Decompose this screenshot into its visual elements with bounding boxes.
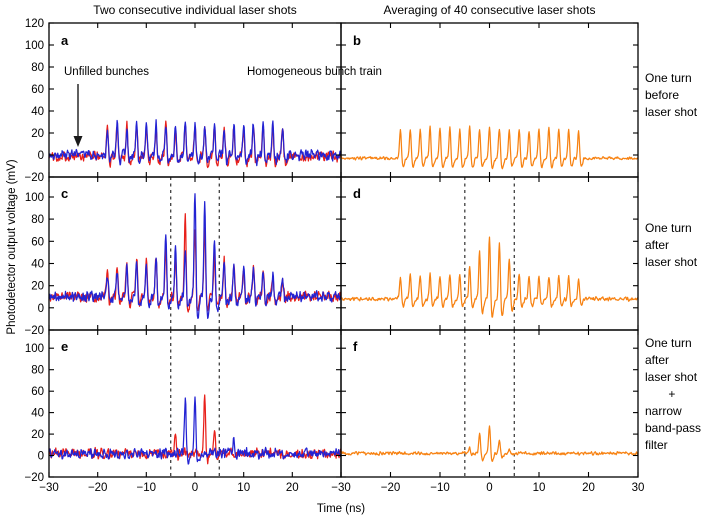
y-tick-label: 40 bbox=[31, 106, 44, 118]
x-tick-label: −20 bbox=[88, 482, 108, 494]
y-tick-label: 60 bbox=[31, 84, 44, 96]
column-title-right: Averaging of 40 consecutive laser shots bbox=[383, 3, 596, 17]
row-label-one-turn-before: One turn before laser shot bbox=[645, 71, 698, 119]
y-tick-label: 0 bbox=[38, 451, 44, 463]
x-tick-label: 20 bbox=[286, 482, 299, 494]
panel-d bbox=[340, 176, 639, 331]
y-tick-label: −20 bbox=[24, 172, 44, 184]
panel-letter-e: e bbox=[61, 339, 69, 354]
arrow-head bbox=[73, 136, 83, 147]
y-tick-label: 80 bbox=[31, 62, 44, 74]
panel-letter-c: c bbox=[61, 186, 69, 201]
y-tick-label: 100 bbox=[25, 192, 44, 204]
y-axis-label: Photodetector output voltage (mV) bbox=[6, 159, 18, 335]
panel-letter-d: d bbox=[353, 186, 361, 201]
x-tick-label: −10 bbox=[137, 482, 157, 494]
y-tick-label: 40 bbox=[31, 259, 44, 271]
y-tick-label: −20 bbox=[24, 472, 44, 484]
panel-letter-b: b bbox=[353, 33, 361, 48]
column-title-left: Two consecutive individual laser shots bbox=[93, 3, 297, 17]
x-tick-label: 30 bbox=[632, 482, 645, 494]
trace-average-of-40-shots bbox=[340, 236, 639, 318]
x-tick-label: −10 bbox=[430, 482, 450, 494]
x-tick-label: −20 bbox=[381, 482, 401, 494]
y-tick-label: 20 bbox=[31, 281, 44, 293]
x-tick-label: 0 bbox=[192, 482, 198, 494]
trace-laser-shot-2 bbox=[48, 396, 342, 465]
trace-laser-shot-2 bbox=[48, 119, 342, 167]
y-tick-label: 100 bbox=[25, 40, 44, 52]
panel-b bbox=[340, 22, 639, 178]
trace-average-of-40-shots bbox=[340, 425, 639, 462]
panel-border bbox=[340, 22, 639, 178]
panel-f: −30 −20 −10 0 10 20 30 bbox=[331, 329, 645, 494]
annotation-unfilled-bunches: Unfilled bunches bbox=[64, 66, 150, 78]
annotation-homogeneous-bunch-train: Homogeneous bunch train bbox=[247, 66, 382, 78]
trace-average-of-40-shots bbox=[340, 125, 639, 170]
y-tick-label: −20 bbox=[24, 325, 44, 337]
row-label-one-turn-after-filter: One turn after laser shot + narrow band-… bbox=[645, 336, 702, 452]
x-tick-label: 10 bbox=[237, 482, 250, 494]
y-tick-label: 80 bbox=[31, 214, 44, 226]
y-tick-label: 20 bbox=[31, 128, 44, 140]
x-tick-label: 10 bbox=[533, 482, 546, 494]
y-tick-label: 0 bbox=[38, 303, 44, 315]
x-tick-label: −30 bbox=[39, 482, 59, 494]
y-tick-label: 120 bbox=[25, 18, 44, 30]
y-tick-label: 60 bbox=[31, 236, 44, 248]
y-tick-label: 100 bbox=[25, 343, 44, 355]
panel-letter-a: a bbox=[61, 33, 69, 48]
panel-a: −20 0 20 40 60 80 100 120 bbox=[24, 18, 342, 184]
y-tick-label: 40 bbox=[31, 408, 44, 420]
panel-letter-f: f bbox=[353, 339, 358, 354]
x-tick-label: −30 bbox=[331, 482, 351, 494]
x-tick-label: 20 bbox=[582, 482, 595, 494]
y-tick-label: 20 bbox=[31, 429, 44, 441]
x-axis-label: Time (ns) bbox=[316, 503, 366, 515]
trace-laser-shot-2 bbox=[48, 193, 342, 320]
y-tick-label: 0 bbox=[38, 150, 44, 162]
unfilled-bunches-arrow bbox=[73, 84, 83, 147]
y-tick-label: 80 bbox=[31, 365, 44, 377]
row-label-one-turn-after: One turn after laser shot bbox=[645, 221, 698, 269]
x-tick-label: 0 bbox=[486, 482, 492, 494]
panel-c: −20 0 20 40 60 80 100 bbox=[24, 176, 342, 337]
y-tick-label: 60 bbox=[31, 386, 44, 398]
